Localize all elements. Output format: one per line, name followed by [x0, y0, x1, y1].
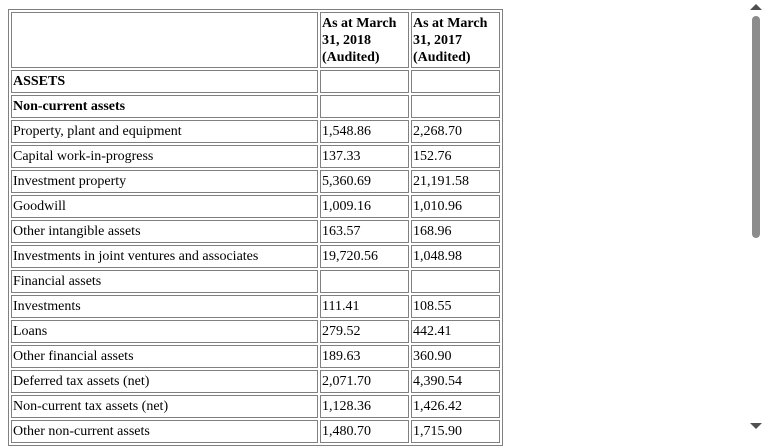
value-2017: 1,715.90: [411, 420, 500, 443]
table-row: Other financial assets 189.63 360.90: [11, 345, 500, 368]
section-label-non-current-assets: Non-current assets: [11, 95, 318, 118]
scroll-up-arrow-icon[interactable]: [750, 4, 762, 10]
empty-cell: [320, 95, 409, 118]
value-2018: 1,128.36: [320, 395, 409, 418]
balance-sheet-document: As at March 31, 2018 (Audited) As at Mar…: [8, 9, 503, 446]
table-row: Other intangible assets 163.57 168.96: [11, 220, 500, 243]
scroll-down-arrow-icon[interactable]: [750, 423, 762, 429]
empty-cell: [411, 270, 500, 293]
empty-cell: [320, 270, 409, 293]
value-2018: 1,480.70: [320, 420, 409, 443]
value-2018: 5,360.69: [320, 170, 409, 193]
header-2018-line-1: As at March: [322, 15, 397, 31]
table-row: Other non-current assets 1,480.70 1,715.90: [11, 420, 500, 443]
row-label: Loans: [11, 320, 318, 343]
row-label: Non-current tax assets (net): [11, 395, 318, 418]
header-blank-cell: [11, 12, 318, 68]
row-label: Deferred tax assets (net): [11, 370, 318, 393]
balance-sheet-table: As at March 31, 2018 (Audited) As at Mar…: [8, 9, 503, 446]
row-label: Other non-current assets: [11, 420, 318, 443]
scroll-thumb[interactable]: [752, 16, 760, 238]
value-2018: 2,071.70: [320, 370, 409, 393]
value-2018: 111.41: [320, 295, 409, 318]
section-row-assets: ASSETS: [11, 70, 500, 93]
header-2018-line-3: (Audited): [322, 49, 380, 65]
row-label: Capital work-in-progress: [11, 145, 318, 168]
header-2017-line-2: 31, 2017: [413, 32, 462, 48]
row-label: Other intangible assets: [11, 220, 318, 243]
section-label-financial-assets: Financial assets: [11, 270, 318, 293]
value-2017: 108.55: [411, 295, 500, 318]
table-row: Capital work-in-progress 137.33 152.76: [11, 145, 500, 168]
table-row: Investments 111.41 108.55: [11, 295, 500, 318]
empty-cell: [411, 95, 500, 118]
row-label: Other financial assets: [11, 345, 318, 368]
section-label-assets: ASSETS: [11, 70, 318, 93]
table-header-row: As at March 31, 2018 (Audited) As at Mar…: [11, 12, 500, 68]
value-2018: 279.52: [320, 320, 409, 343]
row-label: Investments in joint ventures and associ…: [11, 245, 318, 268]
value-2017: 1,048.98: [411, 245, 500, 268]
header-2018-line-2: 31, 2018: [322, 32, 371, 48]
table-row: Deferred tax assets (net) 2,071.70 4,390.5…: [11, 370, 500, 393]
value-2018: 19,720.56: [320, 245, 409, 268]
value-2017: 1,426.42: [411, 395, 500, 418]
table-row: Investment property 5,360.69 21,191.58: [11, 170, 500, 193]
value-2017: 442.41: [411, 320, 500, 343]
value-2018: 1,009.16: [320, 195, 409, 218]
table-row: Loans 279.52 442.41: [11, 320, 500, 343]
header-2017: As at March 31, 2017 (Audited): [411, 12, 500, 68]
row-label: Investments: [11, 295, 318, 318]
value-2017: 152.76: [411, 145, 500, 168]
value-2018: 163.57: [320, 220, 409, 243]
row-label: Goodwill: [11, 195, 318, 218]
section-row-non-current: Non-current assets: [11, 95, 500, 118]
table-row: Non-current tax assets (net) 1,128.36 1,42…: [11, 395, 500, 418]
table-row: Investments in joint ventures and associ…: [11, 245, 500, 268]
value-2018: 189.63: [320, 345, 409, 368]
row-label: Property, plant and equipment: [11, 120, 318, 143]
header-2018: As at March 31, 2018 (Audited): [320, 12, 409, 68]
value-2018: 1,548.86: [320, 120, 409, 143]
header-2017-line-1: As at March: [413, 15, 488, 31]
value-2018: 137.33: [320, 145, 409, 168]
value-2017: 168.96: [411, 220, 500, 243]
vertical-scrollbar[interactable]: [748, 0, 764, 433]
row-label: Investment property: [11, 170, 318, 193]
empty-cell: [411, 70, 500, 93]
table-row: Goodwill 1,009.16 1,010.96: [11, 195, 500, 218]
empty-cell: [320, 70, 409, 93]
header-2017-line-3: (Audited): [413, 49, 471, 65]
value-2017: 4,390.54: [411, 370, 500, 393]
section-row-financial-assets: Financial assets: [11, 270, 500, 293]
value-2017: 360.90: [411, 345, 500, 368]
table-row: Property, plant and equipment 1,548.86 2,2…: [11, 120, 500, 143]
value-2017: 1,010.96: [411, 195, 500, 218]
value-2017: 21,191.58: [411, 170, 500, 193]
value-2017: 2,268.70: [411, 120, 500, 143]
